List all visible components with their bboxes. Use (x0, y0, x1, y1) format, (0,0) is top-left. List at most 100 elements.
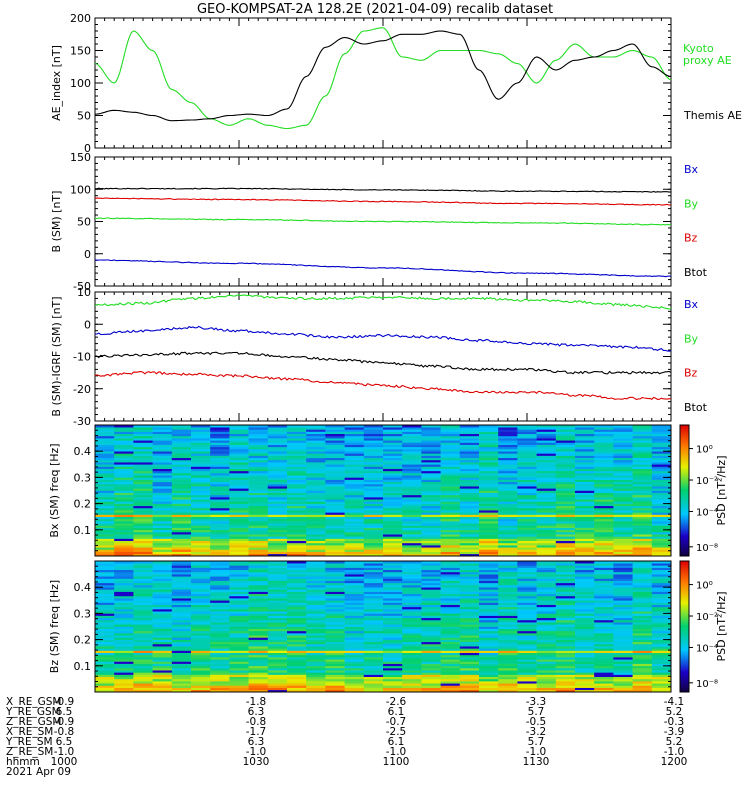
heatmap-cell (383, 466, 403, 469)
heatmap-cell (651, 490, 672, 493)
y-tick-label: 0.3 (74, 471, 92, 484)
heatmap-cell (133, 497, 153, 500)
heatmap-cell (536, 542, 557, 546)
heatmap-cell (171, 442, 192, 445)
heatmap-cell (440, 538, 461, 542)
heatmap-cell (555, 643, 576, 647)
heatmap-cell (95, 523, 115, 526)
heatmap-cell (651, 689, 672, 693)
heatmap-cell (594, 602, 614, 605)
heatmap-cell (632, 499, 653, 502)
heatmap-cell (383, 438, 403, 441)
heatmap-cell (114, 613, 134, 616)
orbit-value: 5.2 (665, 706, 683, 718)
heatmap-cell (133, 536, 153, 539)
heatmap-cell (133, 580, 153, 584)
heatmap-cell (133, 665, 153, 669)
heatmap-cell (440, 446, 461, 450)
heatmap-cell (536, 604, 557, 608)
heatmap-cell (440, 549, 461, 552)
heatmap-cell (459, 611, 480, 614)
heatmap-cell (555, 663, 576, 667)
heatmap-cell (594, 534, 614, 537)
heatmap-cell (306, 542, 326, 546)
heatmap-cell (267, 613, 288, 616)
heatmap-cell (402, 542, 422, 546)
heatmap-cell (287, 687, 307, 691)
heatmap-cell (651, 624, 672, 627)
heatmap-cell (498, 464, 518, 467)
heatmap-cell (383, 663, 403, 667)
heatmap-cell (517, 563, 537, 566)
heatmap-cell (287, 435, 307, 439)
heatmap-cells (95, 561, 672, 693)
heatmap-cell (421, 521, 441, 524)
heatmap-cell (555, 630, 576, 634)
heatmap-cell (287, 595, 307, 599)
heatmap-cell (536, 462, 557, 465)
heatmap-cell (95, 676, 115, 680)
heatmap-cell (191, 499, 211, 502)
heatmap-cell (171, 576, 192, 579)
heatmap-cell (325, 650, 345, 653)
heatmap-cell (575, 538, 595, 542)
heatmap-cell (594, 536, 614, 539)
heatmap-cell (383, 518, 403, 522)
heatmap-cell (191, 536, 211, 539)
heatmap-cell (267, 611, 288, 614)
heatmap-cell (114, 499, 134, 502)
heatmap-cell (229, 536, 249, 539)
heatmap-cell (114, 473, 134, 476)
heatmap-cell (555, 582, 576, 586)
heatmap-cell (498, 595, 518, 599)
heatmap-cell (210, 685, 230, 688)
heatmap-cell (152, 624, 173, 627)
heatmap-cell (287, 609, 307, 612)
heatmap-cell (536, 654, 557, 658)
heatmap-cell (344, 602, 365, 605)
heatmap-cell (594, 446, 614, 450)
heatmap-cell (114, 531, 134, 535)
heatmap-cell (229, 613, 249, 616)
heatmap-cell (383, 617, 403, 621)
heatmap-cell (363, 626, 384, 629)
heatmap-cell (555, 565, 576, 568)
heatmap-cell (440, 624, 461, 627)
heatmap-cell (229, 451, 249, 454)
heatmap-cell (575, 433, 595, 437)
heatmap-cell (191, 646, 211, 649)
heatmap-cell (152, 574, 173, 577)
heatmap-cell (536, 547, 557, 550)
heatmap-cell (152, 499, 173, 502)
heatmap-cell (229, 654, 249, 658)
heatmap-cell (344, 628, 365, 632)
heatmap-cell (267, 661, 288, 664)
heatmap-cell (229, 521, 249, 524)
heatmap-cell (440, 569, 461, 573)
heatmap-cell (517, 593, 537, 597)
heatmap-cell (152, 477, 173, 480)
heatmap-cell (95, 685, 115, 688)
heatmap-cell (459, 587, 480, 590)
legend-by: By (684, 332, 699, 345)
heatmap-cell (152, 611, 173, 614)
colorbar-label: PSD [nT²/Hz] (715, 591, 728, 661)
heatmap-cell (191, 551, 211, 555)
heatmap-cell (613, 518, 633, 522)
heatmap-cell (344, 565, 365, 568)
heatmap-cell (95, 464, 115, 467)
heatmap-cell (363, 609, 384, 612)
heatmap-cell (267, 453, 288, 456)
heatmap-cell (575, 593, 595, 597)
heatmap-cell (479, 547, 499, 550)
heatmap-cell (229, 641, 249, 645)
series-line-btot (94, 187, 672, 193)
heatmap-cell (210, 646, 230, 649)
heatmap-cell (479, 510, 499, 513)
heatmap-cell (210, 615, 230, 619)
heatmap-cell (498, 569, 518, 573)
heatmap-cell (383, 512, 403, 515)
heatmap-cell (517, 468, 537, 472)
heatmap-cell (383, 446, 403, 450)
heatmap-cell (171, 536, 192, 539)
